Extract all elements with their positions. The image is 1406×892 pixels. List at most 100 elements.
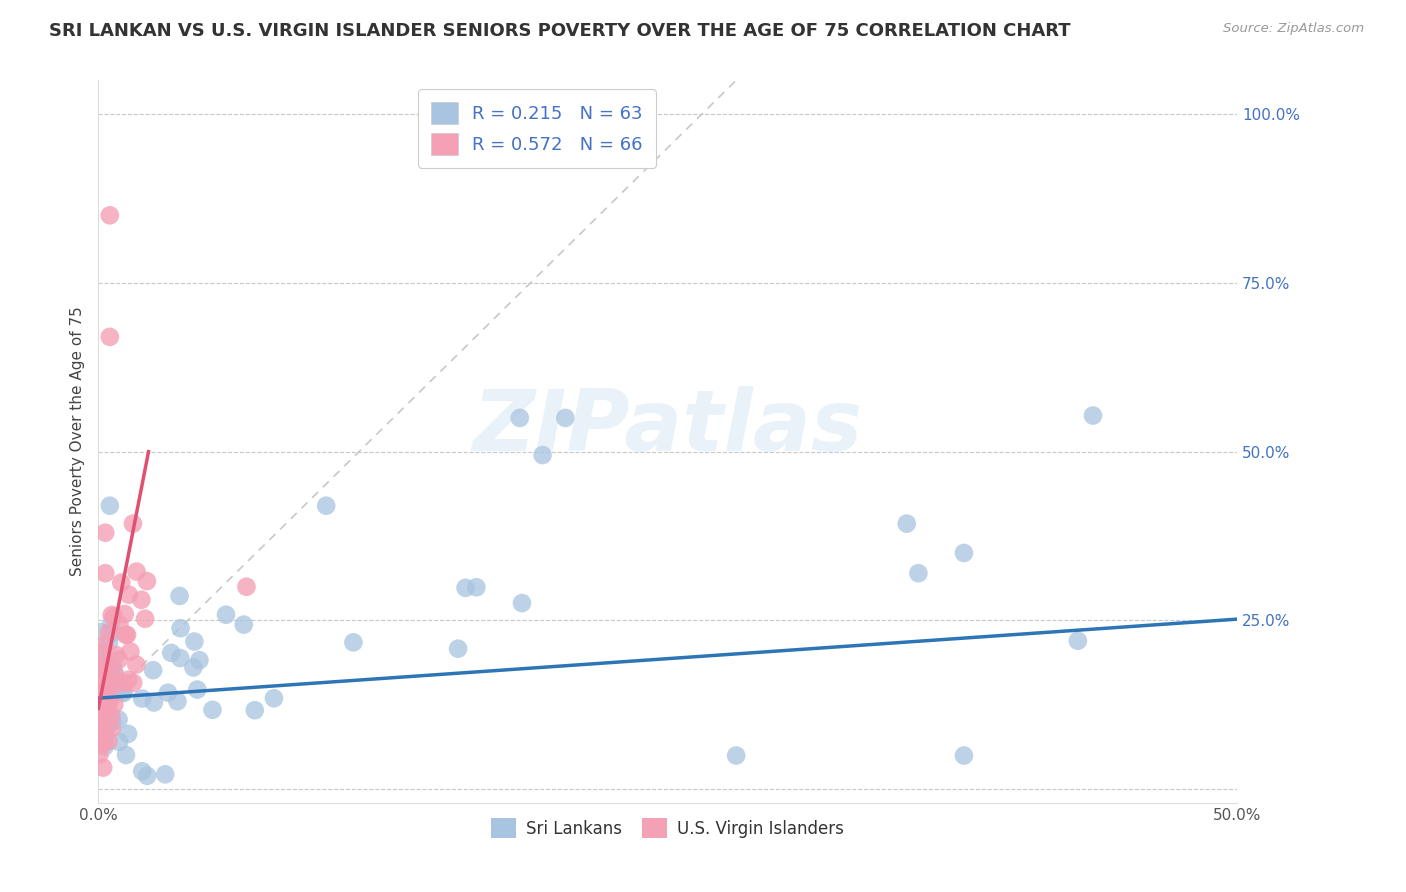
Point <box>90 709 112 723</box>
Point <box>156 686 179 700</box>
Point <box>315 499 337 513</box>
Point <box>232 617 254 632</box>
Point <box>110 575 132 590</box>
Point <box>98 208 121 222</box>
Point <box>89 681 111 696</box>
Point <box>108 735 131 749</box>
Point <box>107 676 129 690</box>
Point <box>89 723 111 737</box>
Point <box>93 713 115 727</box>
Point <box>94 566 117 581</box>
Point <box>122 675 145 690</box>
Point <box>447 641 470 656</box>
Point <box>125 565 148 579</box>
Text: SRI LANKAN VS U.S. VIRGIN ISLANDER SENIORS POVERTY OVER THE AGE OF 75 CORRELATIO: SRI LANKAN VS U.S. VIRGIN ISLANDER SENIO… <box>49 22 1071 40</box>
Point <box>510 596 533 610</box>
Point <box>136 574 159 589</box>
Point <box>1081 409 1104 423</box>
Point <box>107 713 129 727</box>
Point <box>93 662 115 676</box>
Point <box>1067 633 1090 648</box>
Point <box>93 638 115 652</box>
Point <box>93 679 115 693</box>
Point <box>94 665 117 680</box>
Point <box>142 663 165 677</box>
Point <box>125 657 148 672</box>
Legend: Sri Lankans, U.S. Virgin Islanders: Sri Lankans, U.S. Virgin Islanders <box>485 812 851 845</box>
Text: ZIPatlas: ZIPatlas <box>472 385 863 468</box>
Point <box>89 663 111 677</box>
Point <box>100 709 122 723</box>
Point <box>90 707 112 722</box>
Point <box>142 696 165 710</box>
Point <box>98 694 121 708</box>
Point <box>100 616 122 631</box>
Point <box>103 609 125 624</box>
Point <box>725 748 748 763</box>
Point <box>243 703 266 717</box>
Point <box>98 330 121 344</box>
Point <box>454 581 477 595</box>
Point <box>160 646 183 660</box>
Point <box>114 607 136 621</box>
Point <box>90 625 112 640</box>
Point <box>101 714 124 729</box>
Point <box>186 682 208 697</box>
Point <box>100 721 122 735</box>
Point <box>90 646 112 660</box>
Point <box>94 711 117 725</box>
Point <box>89 700 111 714</box>
Point <box>96 698 118 712</box>
Point <box>235 580 257 594</box>
Point <box>89 737 111 751</box>
Point <box>96 720 118 734</box>
Point <box>465 580 488 594</box>
Point <box>91 761 114 775</box>
Point <box>114 628 136 642</box>
Point <box>91 723 114 738</box>
Point <box>107 652 129 666</box>
Point <box>115 628 138 642</box>
Point <box>91 644 114 658</box>
Point <box>98 666 121 681</box>
Point <box>155 767 177 781</box>
Point <box>131 592 153 607</box>
Point <box>97 635 120 649</box>
Point <box>100 680 122 694</box>
Point <box>183 634 205 648</box>
Point <box>104 648 127 662</box>
Point <box>97 625 120 640</box>
Point <box>111 686 134 700</box>
Point <box>115 747 138 762</box>
Point <box>94 525 117 540</box>
Point <box>101 626 124 640</box>
Point <box>91 713 114 727</box>
Point <box>117 727 139 741</box>
Point <box>91 659 114 673</box>
Point <box>131 691 153 706</box>
Point <box>93 739 115 754</box>
Point <box>90 655 112 669</box>
Point <box>215 607 238 622</box>
Point <box>131 764 153 779</box>
Point <box>896 516 918 531</box>
Text: Source: ZipAtlas.com: Source: ZipAtlas.com <box>1223 22 1364 36</box>
Point <box>94 663 117 677</box>
Point <box>953 748 976 763</box>
Point <box>93 679 115 693</box>
Point <box>90 698 112 712</box>
Point <box>188 653 211 667</box>
Point <box>97 734 120 748</box>
Point <box>93 731 115 746</box>
Point <box>89 732 111 747</box>
Point <box>342 635 364 649</box>
Point <box>166 694 188 708</box>
Point <box>89 747 111 762</box>
Point <box>89 701 111 715</box>
Point <box>100 607 122 622</box>
Point <box>134 612 156 626</box>
Point <box>554 411 576 425</box>
Point <box>169 621 191 635</box>
Point <box>96 686 118 700</box>
Point <box>101 659 124 673</box>
